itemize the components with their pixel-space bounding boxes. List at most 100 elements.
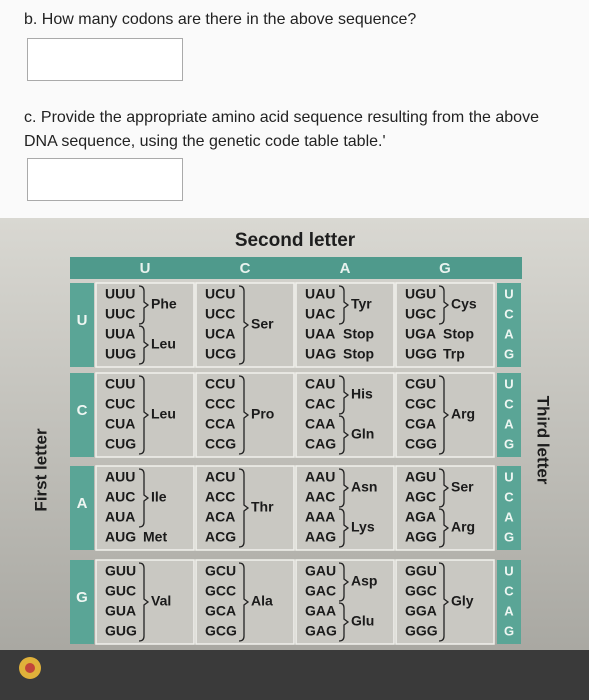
amino-acid: Val xyxy=(151,593,171,609)
question: b. How many codons are there in the abov… xyxy=(24,11,417,28)
third-letter: G xyxy=(504,623,514,638)
first-letter-cell xyxy=(70,373,94,457)
amino-acid: Glu xyxy=(351,613,374,629)
codon: GCG xyxy=(205,623,237,639)
codon: GAG xyxy=(305,623,337,639)
codon: CAA xyxy=(305,416,335,432)
amino-acid: His xyxy=(351,386,373,402)
first-letter: A xyxy=(77,495,88,512)
codon: AUG xyxy=(105,529,136,545)
codon: AGC xyxy=(405,489,436,505)
codon: UAA xyxy=(305,326,335,342)
codon: CUC xyxy=(105,396,135,412)
codon: UUU xyxy=(105,286,135,302)
codon: CGA xyxy=(405,416,436,432)
codon: AGU xyxy=(405,469,436,485)
codon: CUG xyxy=(105,436,136,452)
codon: GAU xyxy=(305,563,336,579)
amino-acid: Leu xyxy=(151,336,176,352)
third-letter: G xyxy=(504,529,514,544)
first-letter-label: First letter xyxy=(31,428,50,512)
codon: AUA xyxy=(105,509,135,525)
codon-cell xyxy=(95,559,195,645)
answer-box[interactable] xyxy=(27,38,183,81)
amino-acid: Ile xyxy=(151,489,167,505)
codon-cell xyxy=(195,465,295,551)
amino-acid: Phe xyxy=(151,296,177,312)
codon: GGU xyxy=(405,563,437,579)
amino-acid: Asn xyxy=(351,479,377,495)
brace xyxy=(238,375,250,455)
codon: GUC xyxy=(105,583,136,599)
codon: CUA xyxy=(105,416,135,432)
codon: UGA xyxy=(405,326,436,342)
second-letter: C xyxy=(240,260,251,277)
codon: CUU xyxy=(105,376,135,392)
brace xyxy=(338,562,350,602)
brace xyxy=(138,375,150,455)
second-letter: G xyxy=(439,260,451,277)
third-letter-cell xyxy=(497,283,521,367)
amino-acid: Ala xyxy=(251,593,273,609)
codon-cell xyxy=(95,465,195,551)
third-letter-cell xyxy=(497,466,521,550)
codon: GGC xyxy=(405,583,437,599)
amino-acid: Gln xyxy=(351,426,374,442)
brace xyxy=(438,285,450,325)
codon: CCU xyxy=(205,376,235,392)
codon-cell xyxy=(395,559,495,645)
icon xyxy=(25,663,35,673)
amino-acid: Cys xyxy=(451,296,477,312)
brace xyxy=(338,375,350,415)
codon: UCU xyxy=(205,286,235,302)
codon: UUG xyxy=(105,346,136,362)
bottom-bar xyxy=(0,650,589,700)
amino-acid: Stop xyxy=(343,326,374,342)
codon: UUA xyxy=(105,326,135,342)
brace xyxy=(338,602,350,642)
photo-background xyxy=(0,218,589,650)
codon: UAG xyxy=(305,346,336,362)
codon: ACC xyxy=(205,489,235,505)
brace xyxy=(338,415,350,455)
amino-acid: Arg xyxy=(451,519,475,535)
amino-acid: Ser xyxy=(251,316,274,332)
codon: AAA xyxy=(305,509,335,525)
codon: UUC xyxy=(105,306,135,322)
answer-box[interactable] xyxy=(27,158,183,201)
brace xyxy=(438,508,450,548)
codon: UAC xyxy=(305,306,335,322)
amino-acid: Lys xyxy=(351,519,375,535)
codon: AUC xyxy=(105,489,135,505)
codon: CCG xyxy=(205,436,236,452)
third-letter: G xyxy=(504,346,514,361)
codon: GUA xyxy=(105,603,136,619)
table-title: Second letter xyxy=(235,230,356,251)
codon: GUU xyxy=(105,563,136,579)
first-letter: C xyxy=(77,402,88,419)
codon: GAC xyxy=(305,583,336,599)
codon: UCG xyxy=(205,346,236,362)
brace xyxy=(138,468,150,528)
third-letter-cell xyxy=(497,373,521,457)
question: c. Provide the appropriate amino acid se… xyxy=(24,109,539,150)
codon: GGA xyxy=(405,603,437,619)
codon-cell xyxy=(195,559,295,645)
codon: ACA xyxy=(205,509,235,525)
codon: UAU xyxy=(305,286,335,302)
codon: ACG xyxy=(205,529,236,545)
codon: CCA xyxy=(205,416,235,432)
third-letter: C xyxy=(504,583,514,598)
codon-cell xyxy=(295,559,395,645)
codon: GCC xyxy=(205,583,236,599)
codon: GCU xyxy=(205,563,236,579)
codon: CAC xyxy=(305,396,335,412)
codon: ACU xyxy=(205,469,235,485)
brace xyxy=(338,468,350,508)
icon xyxy=(19,657,41,679)
codon: CGG xyxy=(405,436,437,452)
codon: CCC xyxy=(205,396,235,412)
codon: AAU xyxy=(305,469,335,485)
codon: UCA xyxy=(205,326,235,342)
codon: GCA xyxy=(205,603,236,619)
